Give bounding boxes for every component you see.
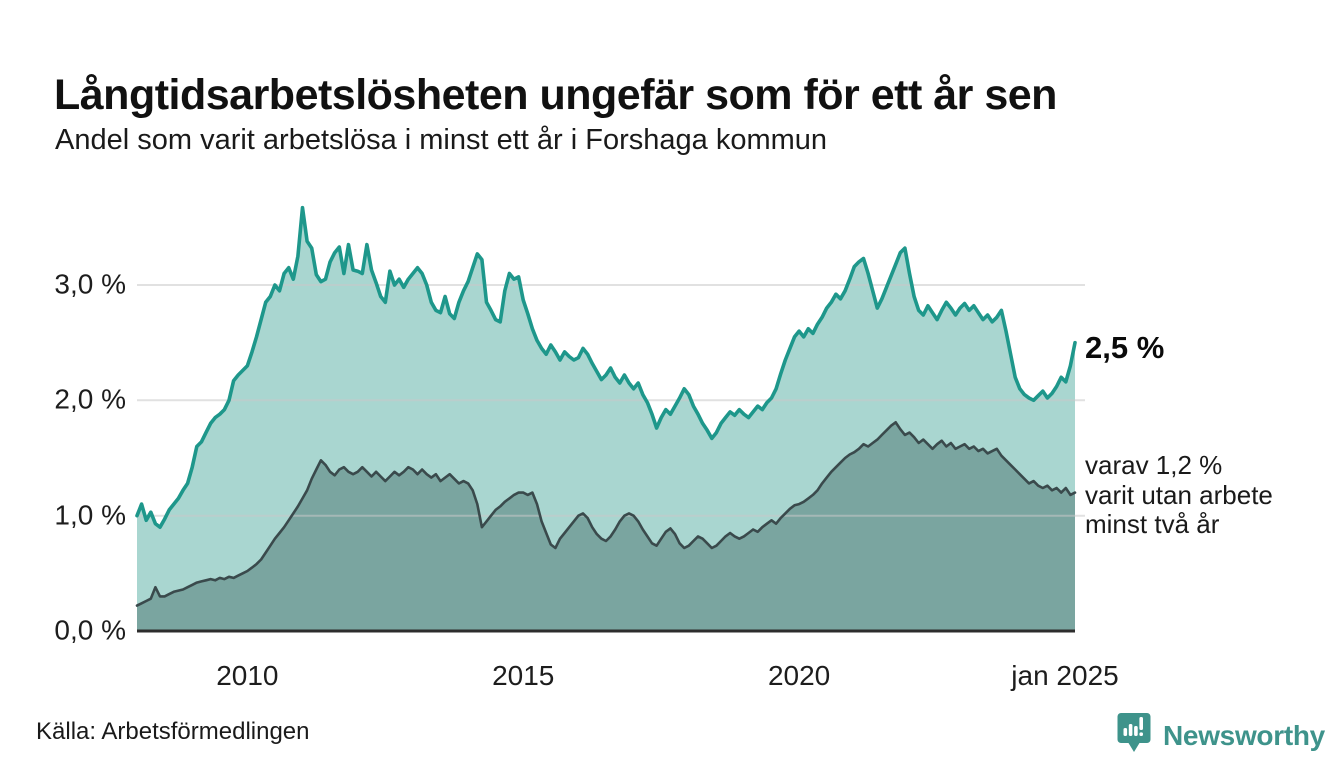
note-line-2: varit utan arbete <box>1085 479 1273 510</box>
logo-exclamation-dot <box>1139 732 1143 736</box>
note-line-1: varav 1,2 % <box>1085 450 1223 480</box>
x-tick-label-jan-2025: jan 2025 <box>1011 660 1119 691</box>
newsworthy-logo-icon <box>1117 713 1151 752</box>
source-note: Källa: Arbetsförmedlingen <box>36 718 310 745</box>
page-title: Långtidsarbetslösheten ungefär som för e… <box>54 70 1057 119</box>
y-tick-label-0,0: 0,0 % <box>54 614 126 646</box>
logo-bar-3 <box>1134 726 1138 736</box>
x-tick-label-2010: 2010 <box>216 660 279 691</box>
series-line-minst-ett-ar <box>135 205 1077 529</box>
page-subtitle: Andel som varit arbetslösa i minst ett å… <box>55 124 828 156</box>
secondary-series-note: varav 1,2 % varit utan arbete minst två … <box>1085 450 1273 540</box>
note-line-3: minst två år <box>1085 509 1220 539</box>
latest-value-label: 2,5 % <box>1085 330 1165 365</box>
logo-exclamation-stem <box>1139 717 1143 730</box>
y-tick-label-2,0: 2,0 % <box>54 383 126 415</box>
brand-wordmark: Newsworthy <box>1163 720 1325 751</box>
y-tick-label-1,0: 1,0 % <box>54 499 126 531</box>
series-line-minst-tva-ar <box>135 421 1077 607</box>
x-tick-label-2015: 2015 <box>492 660 555 691</box>
newsworthy-brand: Newsworthy <box>1117 712 1325 760</box>
x-tick-label-2020: 2020 <box>767 660 831 691</box>
logo-bubble <box>1117 713 1151 752</box>
logo-bar-2 <box>1128 724 1133 736</box>
logo-bar-1 <box>1123 728 1128 736</box>
y-tick-label-3,0: 3,0 % <box>54 268 126 300</box>
series-area-minst-tva-ar <box>137 422 1075 631</box>
